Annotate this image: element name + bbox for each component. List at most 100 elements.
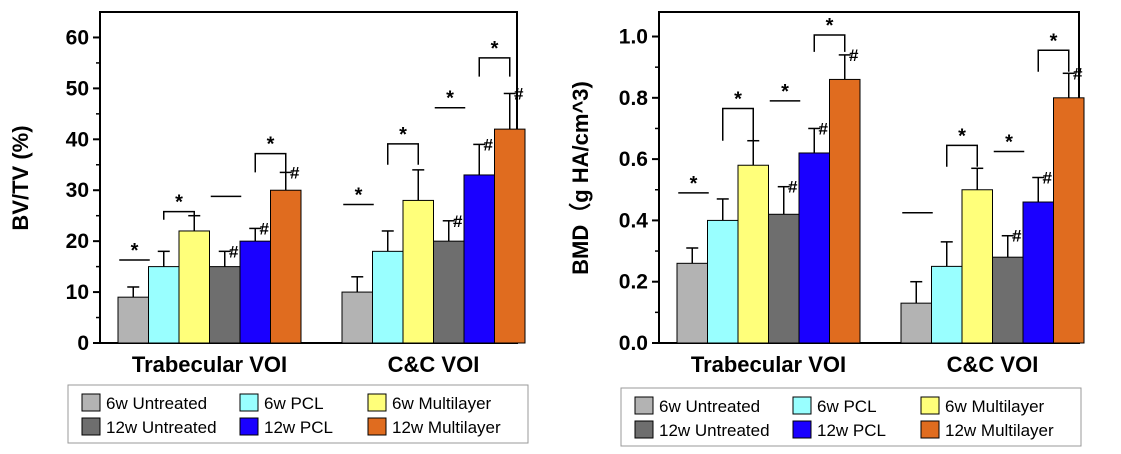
significance-bracket (946, 144, 978, 167)
y-tick-label: 60 (66, 26, 89, 49)
chart-1: 0 10 20 30 40 50 60 BV/TV (%) Trabecular VOI C&C … (8, 11, 529, 444)
significance-bracket (813, 34, 846, 52)
legend-label: 6w Multilayer (945, 397, 1045, 416)
legend-label: 12w PCL (264, 418, 333, 437)
significance-star: * (399, 124, 407, 146)
bar (961, 189, 993, 344)
significance-star: * (734, 89, 742, 111)
significance-hash: # (453, 212, 463, 231)
y-tick-label: 40 (66, 128, 89, 151)
bar (737, 164, 769, 344)
bar (402, 199, 434, 344)
legend-label: 12w Multilayer (945, 421, 1054, 440)
significance-bracket (254, 152, 287, 173)
bar (433, 240, 465, 344)
significance-hash: # (819, 119, 829, 138)
significance-hash: # (1073, 64, 1083, 83)
bar (931, 265, 963, 344)
bar (270, 189, 302, 344)
y-tick-label: 0.2 (619, 271, 648, 294)
bar (992, 256, 1024, 344)
significance-star: * (958, 125, 966, 147)
legend-swatch (634, 396, 654, 415)
legend: 6w Untreated 6w PCL 6w Multilayer 12w Untre… (620, 387, 1082, 447)
bar (341, 291, 373, 344)
significance-star: * (491, 38, 499, 60)
y-tick-label: 0.0 (619, 332, 648, 355)
significance-hash: # (484, 135, 494, 154)
bar (494, 128, 526, 344)
significance-star: * (781, 81, 789, 103)
significance-bracket (163, 210, 195, 220)
y-tick-label: 20 (66, 230, 89, 253)
bar (1053, 97, 1085, 344)
legend-label: 6w PCL (817, 397, 877, 416)
significance-star: * (1005, 131, 1013, 153)
significance-star: * (690, 173, 698, 195)
significance-bracket (387, 143, 419, 165)
y-tick-label: 50 (66, 77, 89, 100)
bar (676, 262, 708, 344)
legend-swatch (792, 396, 812, 415)
category-label: Trabecular VOI (132, 352, 287, 377)
significance-star: * (446, 88, 454, 110)
legend-swatch (920, 420, 940, 439)
bar (829, 78, 861, 344)
bar (798, 152, 830, 344)
significance-bracket (1037, 49, 1070, 72)
significance-star: * (355, 184, 363, 206)
legend-label: 6w PCL (264, 394, 324, 413)
significance-hash: # (849, 46, 859, 65)
bar (463, 174, 495, 344)
bar (209, 266, 241, 344)
legend-label: 12w PCL (817, 421, 886, 440)
significance-hash: # (1043, 169, 1053, 188)
significance-bracket (722, 107, 754, 141)
legend-swatch (634, 420, 654, 439)
significance-hash: # (290, 163, 300, 182)
legend-swatch (239, 417, 259, 436)
legend-swatch (367, 393, 387, 412)
significance-bracket (478, 57, 511, 77)
bar (900, 302, 932, 344)
bar (148, 266, 180, 344)
y-tick-label: 0.6 (619, 148, 648, 171)
bar (117, 296, 149, 344)
bar (768, 213, 800, 344)
legend-swatch (81, 393, 101, 412)
y-tick-label: 0.8 (619, 87, 649, 110)
bar (178, 230, 210, 344)
legend-swatch (920, 396, 940, 415)
legend-label: 6w Multilayer (392, 394, 492, 413)
legend-label: 12w Untreated (659, 421, 770, 440)
legend-frame (67, 384, 529, 444)
bar (372, 250, 404, 344)
significance-star: * (826, 15, 834, 37)
significance-star: * (267, 134, 275, 156)
legend: 6w Untreated 6w PCL 6w Multilayer 12w Untre… (67, 384, 529, 444)
significance-star: * (131, 240, 139, 262)
bar (1022, 201, 1054, 344)
y-axis-label: BMD（g HA/cm^3) (568, 81, 593, 275)
y-axis-label: BV/TV (%) (8, 125, 33, 230)
category-label: C&C VOI (947, 352, 1039, 377)
legend-label: 6w Untreated (106, 394, 207, 413)
chart-2: 0.0 0.2 0.4 0.6 0.8 1.0 BMD（g HA/cm^3) Trabecul… (568, 11, 1085, 447)
significance-hash: # (788, 178, 798, 197)
y-tick-label: 10 (66, 281, 89, 304)
bar (239, 240, 271, 344)
significance-star: * (1050, 30, 1058, 52)
legend-label: 12w Untreated (106, 418, 217, 437)
category-label: C&C VOI (388, 352, 480, 377)
legend-swatch (367, 417, 387, 436)
significance-hash: # (514, 84, 524, 103)
legend-label: 12w Multilayer (392, 418, 501, 437)
legend-label: 6w Untreated (659, 397, 760, 416)
y-tick-label: 0.4 (619, 209, 649, 232)
bar (707, 219, 739, 344)
legend-swatch (239, 393, 259, 412)
category-label: Trabecular VOI (691, 352, 846, 377)
y-tick-label: 1.0 (619, 26, 648, 49)
significance-hash: # (1012, 227, 1022, 246)
